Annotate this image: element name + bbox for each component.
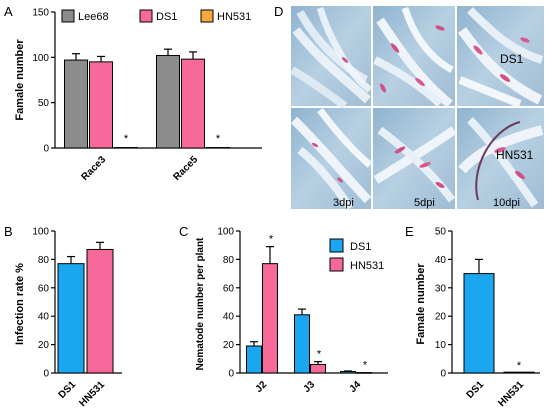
chart-c-y-tick-label: 100 xyxy=(217,227,234,238)
chart-b-bar-hn531 xyxy=(86,248,114,374)
photo-time-label-10dpi: 10dpi xyxy=(493,197,520,209)
chart-c-bar-j2-hn531 xyxy=(262,263,278,374)
tile-ds1-3dpi xyxy=(290,6,373,110)
chart-c-y-axis-label: Nematode number per plant xyxy=(195,237,206,370)
chart-a-legend-swatch-hn531 xyxy=(200,9,214,23)
chart-c-legend-label-hn531: HN531 xyxy=(350,260,384,272)
panel-letter-e: E xyxy=(405,224,414,239)
chart-c-significance-mark: * xyxy=(363,360,368,372)
chart-c-y-tick-label: 0 xyxy=(228,369,234,380)
chart-e-bar-ds1 xyxy=(463,273,495,374)
chart-a: Famale number 0 50 100 150 Race3 Race5 * * Lee68… xyxy=(14,8,262,183)
chart-b-y-tick-label: 0 xyxy=(43,369,49,380)
chart-e: Famale number 0 10 20 30 40 50 DS1 HN531 * xyxy=(415,227,540,409)
chart-a-bar-race3-ds1 xyxy=(89,61,113,149)
chart-c-x-tick-label: J2 xyxy=(253,379,269,395)
chart-e-significance-mark: * xyxy=(517,360,522,372)
chart-c-legend-swatch-hn531 xyxy=(329,257,344,272)
chart-c-legend-swatch-ds1 xyxy=(329,238,344,253)
chart-e-x-tick-label: DS1 xyxy=(465,379,487,401)
chart-c-bar-j4-ds1 xyxy=(340,371,356,374)
chart-c-y-tick-label: 80 xyxy=(223,255,235,266)
chart-b-bar-ds1 xyxy=(57,263,85,374)
panel-letter-a: A xyxy=(4,4,13,19)
chart-a-y-tick-label: 0 xyxy=(43,144,49,155)
chart-a-legend-label-hn531: HN531 xyxy=(217,11,251,23)
chart-b-y-tick-label: 40 xyxy=(38,312,50,323)
chart-e-y-tick-label: 20 xyxy=(435,312,447,323)
chart-e-y-tick-label: 50 xyxy=(435,227,447,238)
chart-e-bar-hn531 xyxy=(503,371,535,374)
chart-a-bar-race5-lee68 xyxy=(156,55,180,149)
chart-c-x-tick-label: J4 xyxy=(347,379,363,395)
tile-hn531-10dpi xyxy=(457,108,544,209)
chart-e-y-tick-label: 10 xyxy=(435,340,447,351)
chart-e-y-axis-label: Famale number xyxy=(415,263,427,345)
chart-a-y-axis-label: Famale number xyxy=(14,39,26,121)
chart-e-y-tick-label: 0 xyxy=(440,369,446,380)
chart-c-legend-label-ds1: DS1 xyxy=(350,241,371,253)
chart-c-bar-j3-hn531 xyxy=(310,363,326,374)
chart-a-bar-race5-ds1 xyxy=(181,58,205,149)
chart-c-x-tick-label: J3 xyxy=(301,379,317,395)
chart-c-bar-j3-ds1 xyxy=(294,314,310,374)
panel-letter-c: C xyxy=(179,224,188,239)
chart-c-y-tick-label: 20 xyxy=(223,340,235,351)
chart-e-x-tick-label: HN531 xyxy=(496,379,526,409)
chart-c-significance-mark: * xyxy=(269,234,274,246)
chart-b-y-axis-label: Infection rate % xyxy=(14,263,26,345)
chart-a-bar-race3-lee68 xyxy=(64,59,88,149)
chart-c-significance-mark: * xyxy=(317,349,322,361)
photo-time-label-5dpi: 5dpi xyxy=(414,197,435,209)
chart-b-y-tick-label: 80 xyxy=(38,255,50,266)
panel-letter-d: D xyxy=(274,4,283,19)
photo-row-label-ds1: DS1 xyxy=(500,52,524,66)
panel-letter-b: B xyxy=(4,224,13,239)
chart-e-y-tick-label: 40 xyxy=(435,255,447,266)
chart-a-legend-swatch-lee68 xyxy=(61,9,75,23)
chart-a-legend-label-lee68: Lee68 xyxy=(78,11,109,23)
tile-hn531-3dpi xyxy=(290,107,373,211)
chart-a-significance-mark: * xyxy=(124,133,129,145)
chart-a-y-tick-label: 100 xyxy=(32,53,49,64)
chart-a-significance-mark: * xyxy=(216,133,221,145)
chart-b-y-tick-label: 20 xyxy=(38,340,50,351)
tile-ds1-5dpi xyxy=(373,6,455,108)
chart-a-legend-label-ds1: DS1 xyxy=(156,11,177,23)
photo-time-label-3dpi: 3dpi xyxy=(333,197,354,209)
chart-a-x-tick-label: Race5 xyxy=(172,154,201,183)
chart-b-x-tick-label: DS1 xyxy=(57,379,79,401)
chart-a-y-tick-label: 150 xyxy=(32,8,49,19)
chart-b-y-tick-label: 60 xyxy=(38,283,50,294)
chart-c: Nematode number per plant 0 20 40 60 80 100 J2… xyxy=(195,227,388,395)
chart-b-x-tick-label: HN531 xyxy=(77,379,107,409)
chart-c-bar-j2-ds1 xyxy=(246,345,262,374)
chart-e-y-tick-label: 30 xyxy=(435,283,447,294)
photo-row-label-hn531: HN531 xyxy=(496,148,534,162)
tile-hn531-5dpi xyxy=(373,108,457,209)
chart-b-y-tick-label: 100 xyxy=(32,227,49,238)
chart-b: Infection rate % 0 20 40 60 80 100 DS1 HN531 xyxy=(14,227,122,409)
chart-a-y-tick-label: 50 xyxy=(38,98,50,109)
microscopy-panel: DS1 HN531 3dpi 5dpi 10dpi xyxy=(289,5,545,211)
chart-c-bar-j4-hn531 xyxy=(356,372,372,374)
tile-ds1-10dpi xyxy=(457,6,544,108)
chart-a-x-tick-label: Race3 xyxy=(80,154,109,183)
chart-c-y-tick-label: 40 xyxy=(223,312,235,323)
chart-c-y-tick-label: 60 xyxy=(223,283,235,294)
chart-a-legend-swatch-ds1 xyxy=(139,9,153,23)
